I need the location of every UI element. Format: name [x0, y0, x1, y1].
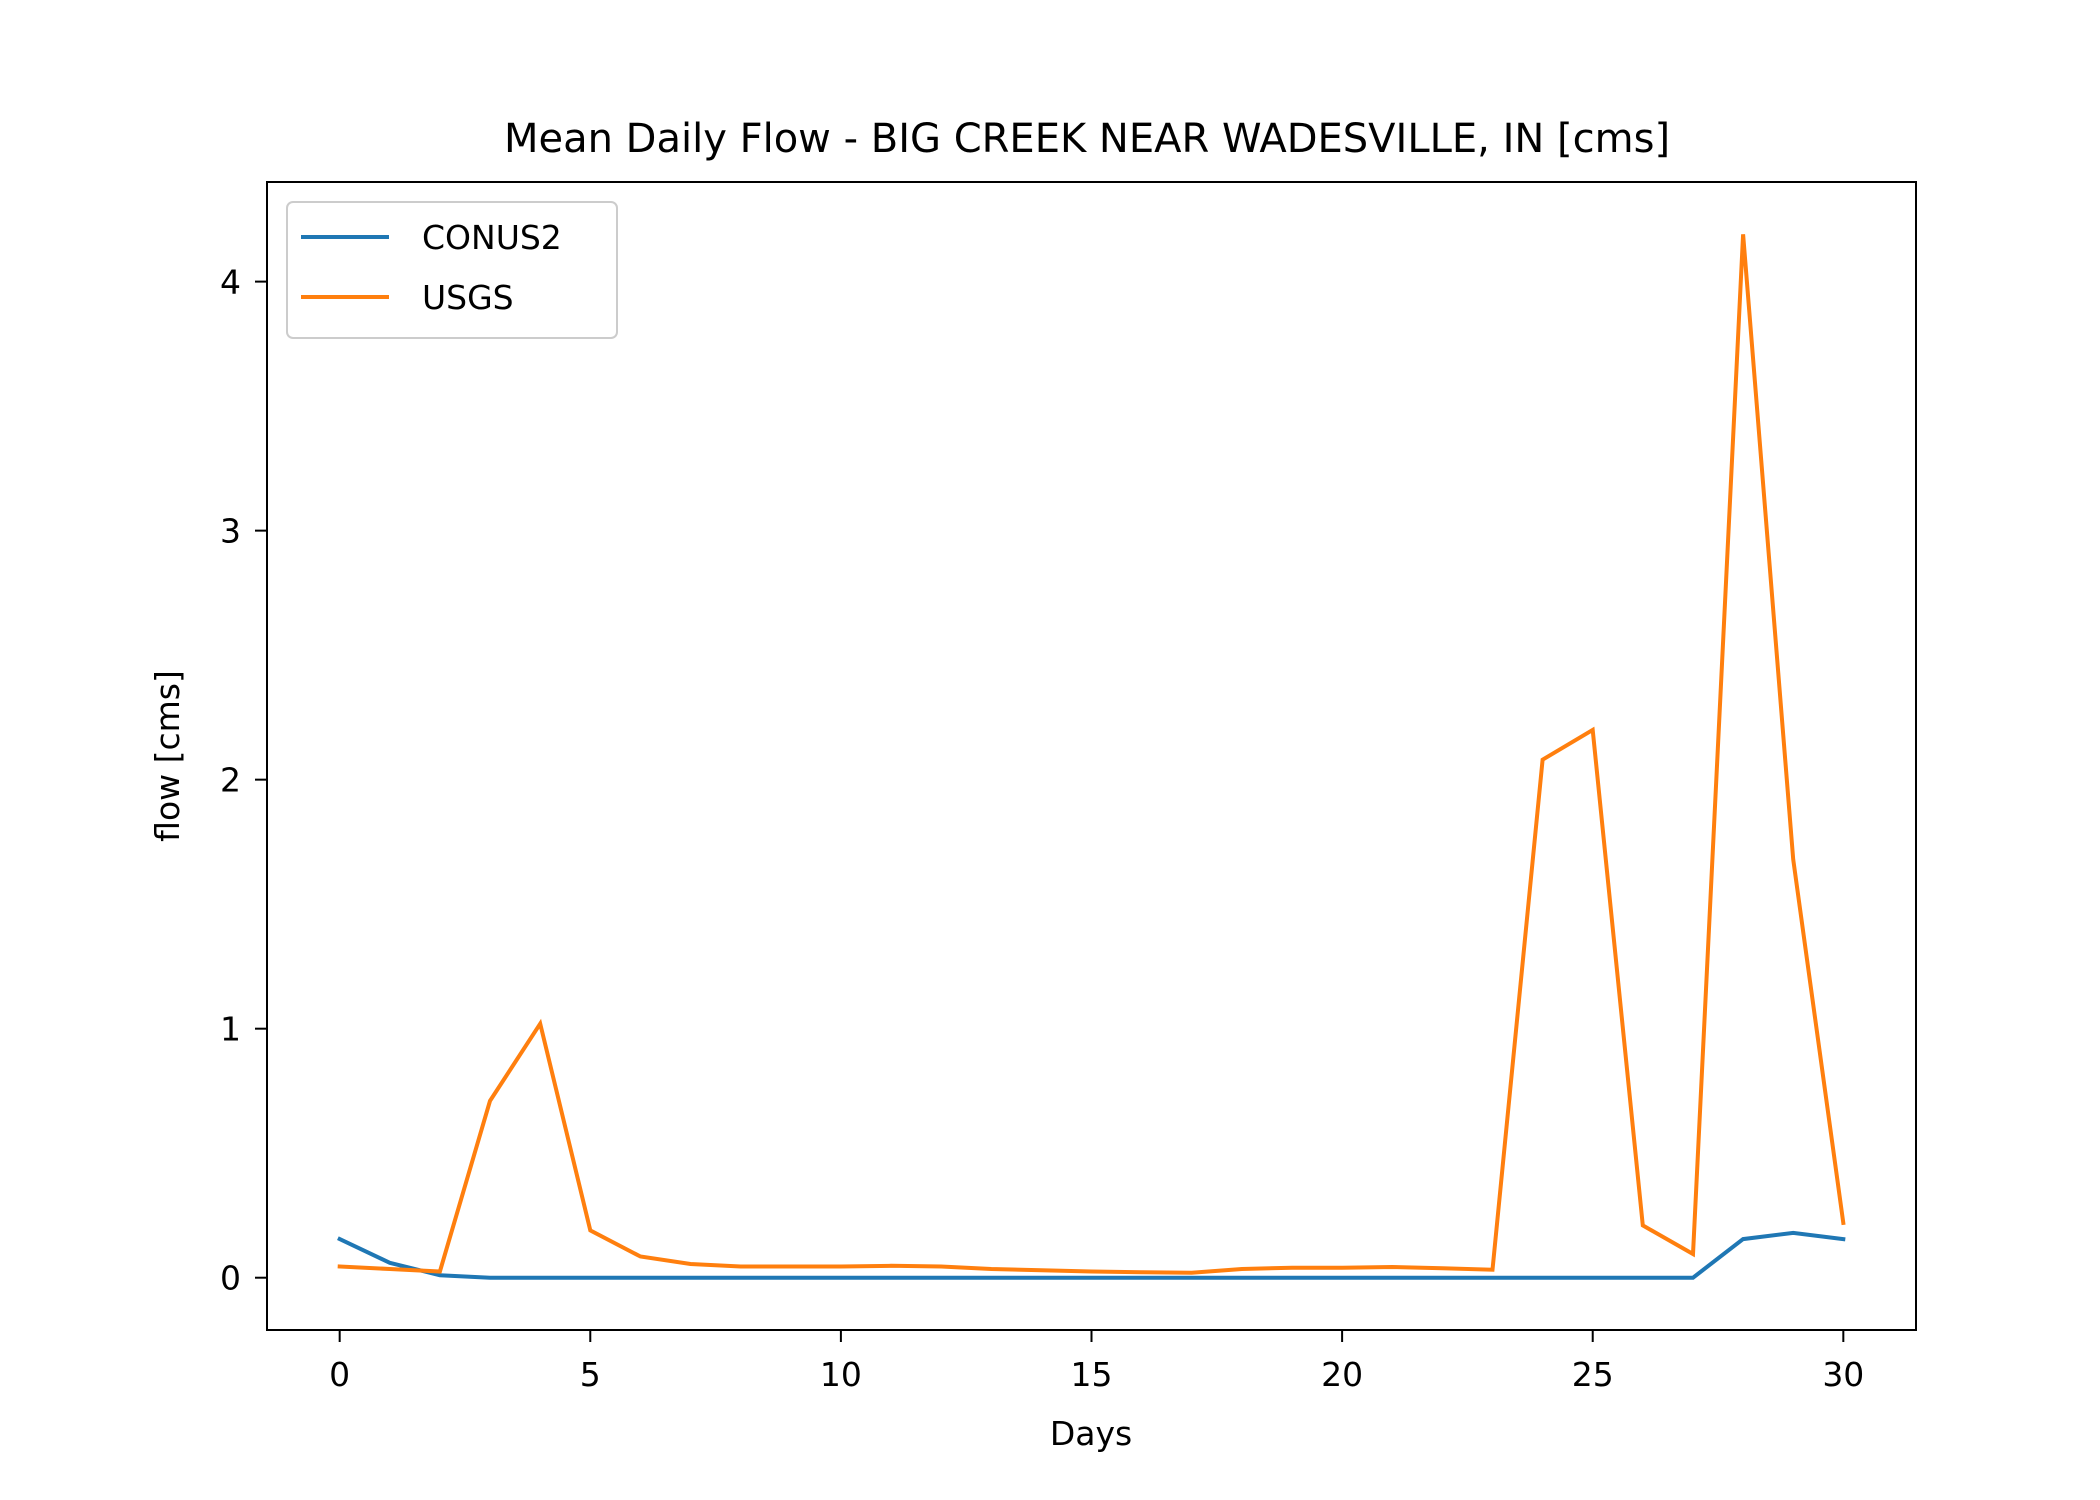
- series-line-conus2: [337, 1230, 1846, 1280]
- y-tick-label: 3: [220, 512, 241, 551]
- legend-label-conus2: CONUS2: [422, 218, 562, 257]
- x-tick-label: 20: [1321, 1355, 1363, 1394]
- chart-title: Mean Daily Flow - BIG CREEK NEAR WADESVI…: [504, 116, 1670, 162]
- legend: CONUS2 USGS: [286, 201, 618, 339]
- y-tick-label: 4: [220, 263, 241, 302]
- y-tick-label: 0: [220, 1259, 241, 1298]
- x-tick-label: 25: [1572, 1355, 1614, 1394]
- x-tick-label: 10: [820, 1355, 862, 1394]
- x-axis-label: Days: [1050, 1414, 1132, 1453]
- y-axis-label: flow [cms]: [148, 670, 187, 842]
- x-tick-label: 15: [1071, 1355, 1113, 1394]
- series-line-usgs: [337, 234, 1846, 1275]
- y-tick-label: 1: [220, 1010, 241, 1049]
- x-tick-label: 5: [580, 1355, 601, 1394]
- plot-frame: [266, 181, 1917, 1331]
- y-tick-label: 2: [220, 761, 241, 800]
- legend-label-usgs: USGS: [422, 278, 514, 317]
- x-tick-label: 30: [1822, 1355, 1864, 1394]
- x-tick-label: 0: [329, 1355, 350, 1394]
